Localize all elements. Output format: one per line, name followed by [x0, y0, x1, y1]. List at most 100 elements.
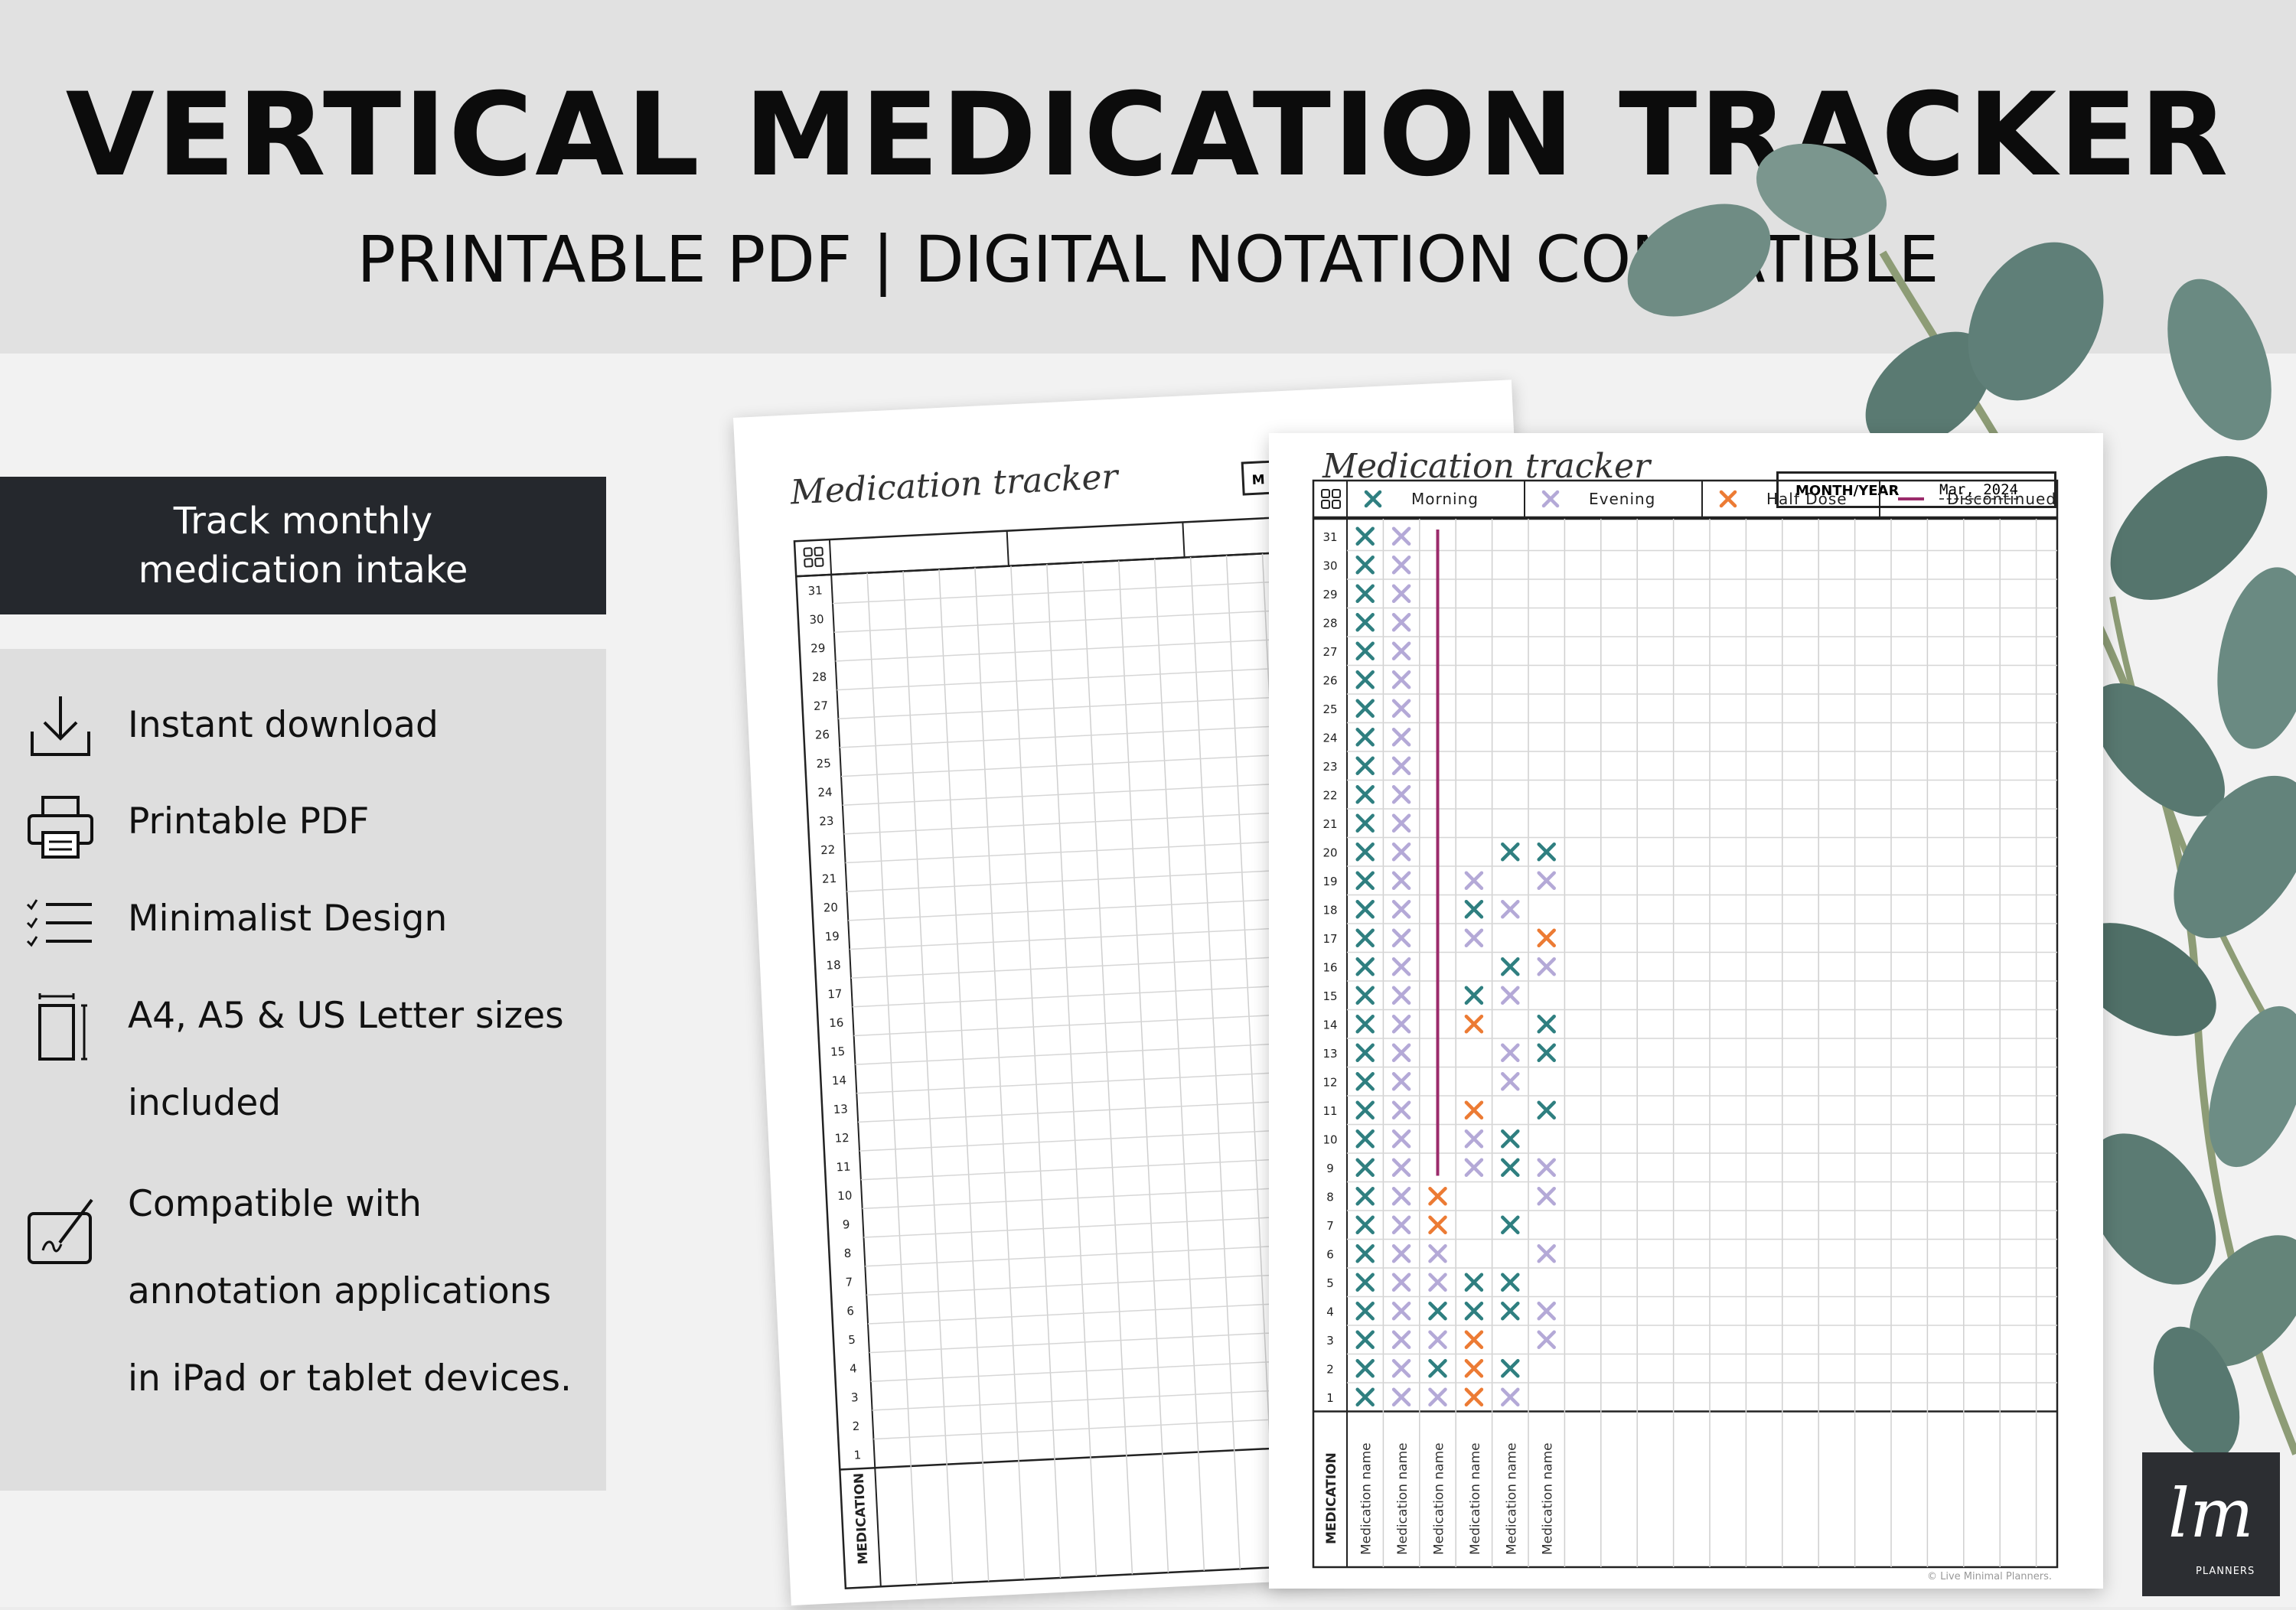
day-number: 10	[1322, 1133, 1337, 1146]
feature-list: Instant download Printable PDF Minimalis…	[0, 649, 606, 1491]
day-number: 12	[834, 1131, 850, 1146]
dose-mark	[1537, 1302, 1556, 1321]
day-number: 9	[1326, 1162, 1334, 1175]
feature-text-printable: Printable PDF	[128, 800, 370, 842]
medication-name: Medication name	[1541, 1442, 1556, 1555]
front-tracker-sheet: Medication tracker MONTH/YEAR Mar, 2024 …	[1269, 433, 2103, 1589]
legend-label: Morning	[1411, 490, 1479, 508]
dose-mark	[1355, 1273, 1375, 1292]
printer-icon	[28, 796, 93, 859]
dose-mark	[1464, 1273, 1484, 1292]
dose-mark	[1355, 813, 1375, 833]
dose-mark	[1537, 1015, 1556, 1034]
day-number: 15	[830, 1045, 846, 1059]
day-number: 18	[826, 958, 841, 973]
dose-mark	[1428, 1330, 1447, 1349]
dose-mark	[1355, 556, 1375, 575]
day-number: 1	[1326, 1391, 1334, 1405]
dose-mark	[1428, 1273, 1447, 1292]
legend-label: Half Dose	[1766, 490, 1848, 508]
dose-mark	[1501, 1387, 1520, 1406]
day-number: 31	[1322, 530, 1337, 544]
copyright: © Live Minimal Planners.	[1927, 1571, 2053, 1582]
dose-mark	[1464, 1158, 1484, 1177]
dose-mark	[1391, 556, 1411, 575]
dose-mark	[1355, 957, 1375, 976]
dose-mark	[1355, 584, 1375, 603]
tracker-frame	[1312, 517, 2059, 1569]
dose-mark	[1501, 842, 1520, 862]
day-number: 16	[1322, 960, 1337, 974]
day-number: 9	[842, 1217, 850, 1231]
dose-mark	[1355, 526, 1375, 546]
dose-mark	[1464, 1387, 1484, 1406]
day-number: 26	[1322, 673, 1337, 687]
day-number: 8	[843, 1247, 851, 1260]
dose-mark	[1464, 1302, 1484, 1321]
day-number: 18	[1322, 903, 1337, 917]
day-number: 15	[1322, 989, 1337, 1003]
dose-mark	[1719, 490, 1737, 508]
day-number: 12	[1322, 1075, 1337, 1089]
dose-mark	[1537, 871, 1556, 890]
dose-mark	[1501, 1043, 1520, 1062]
dose-mark	[1391, 1158, 1411, 1177]
dose-mark	[1391, 871, 1411, 890]
dose-mark	[1537, 1244, 1556, 1263]
medication-name: Medication name	[1468, 1442, 1483, 1555]
legend-label: Discontinued	[1947, 490, 2056, 508]
day-number: 28	[1322, 616, 1337, 630]
dose-mark	[1355, 1129, 1375, 1149]
dose-mark	[1391, 756, 1411, 775]
dose-mark	[1355, 1158, 1375, 1177]
dose-mark	[1464, 871, 1484, 890]
dose-mark	[1501, 900, 1520, 919]
dose-mark	[1501, 1215, 1520, 1234]
dose-mark	[1428, 1215, 1447, 1234]
dose-mark	[1501, 1273, 1520, 1292]
dose-mark	[1355, 1215, 1375, 1234]
day-number: 20	[823, 901, 838, 915]
dose-mark	[1355, 699, 1375, 718]
day-number: 7	[845, 1275, 853, 1289]
day-number: 23	[1322, 760, 1337, 774]
dose-mark	[1355, 1387, 1375, 1406]
day-number: 14	[1322, 1018, 1337, 1032]
day-number: 22	[820, 842, 836, 857]
day-number: 26	[814, 728, 830, 742]
dose-mark	[1464, 986, 1484, 1005]
medication-name: Medication name	[1359, 1442, 1375, 1555]
dose-mark	[1391, 670, 1411, 689]
dose-mark	[1391, 1330, 1411, 1349]
day-number: 22	[1322, 788, 1337, 802]
checklist-icon	[26, 899, 92, 947]
day-number: 28	[812, 670, 827, 684]
dose-mark	[1541, 490, 1560, 508]
day-number: 6	[1326, 1247, 1334, 1261]
feature-text-compatible-3: in iPad or tablet devices.	[128, 1357, 572, 1400]
dose-mark	[1355, 1330, 1375, 1349]
day-number: 23	[819, 814, 834, 829]
day-number: 5	[848, 1333, 856, 1347]
dose-mark	[1501, 1129, 1520, 1149]
dose-mark	[1537, 1158, 1556, 1177]
month-year-label: MONTH/YEAR	[1795, 483, 1900, 499]
month-year-value[interactable]: Mar, 2024	[1939, 481, 2018, 500]
dose-mark	[1391, 1273, 1411, 1292]
day-number: 20	[1322, 846, 1337, 859]
dose-mark	[1537, 1100, 1556, 1120]
page-size-icon	[38, 993, 87, 1061]
medication-name: Medication name	[1395, 1442, 1411, 1555]
feature-text-compatible-2: annotation applications	[128, 1270, 552, 1312]
dose-mark	[1391, 986, 1411, 1005]
dose-mark	[1391, 728, 1411, 747]
dose-mark	[1391, 842, 1411, 862]
dose-mark	[1355, 1072, 1375, 1091]
dose-mark	[1537, 1330, 1556, 1349]
tagline-box: Track monthly medication intake	[0, 477, 606, 614]
medication-header: MEDICATION	[852, 1472, 872, 1565]
dose-mark	[1391, 957, 1411, 976]
grid-icon	[803, 546, 824, 568]
dose-mark	[1391, 1100, 1411, 1120]
dose-mark	[1501, 986, 1520, 1005]
